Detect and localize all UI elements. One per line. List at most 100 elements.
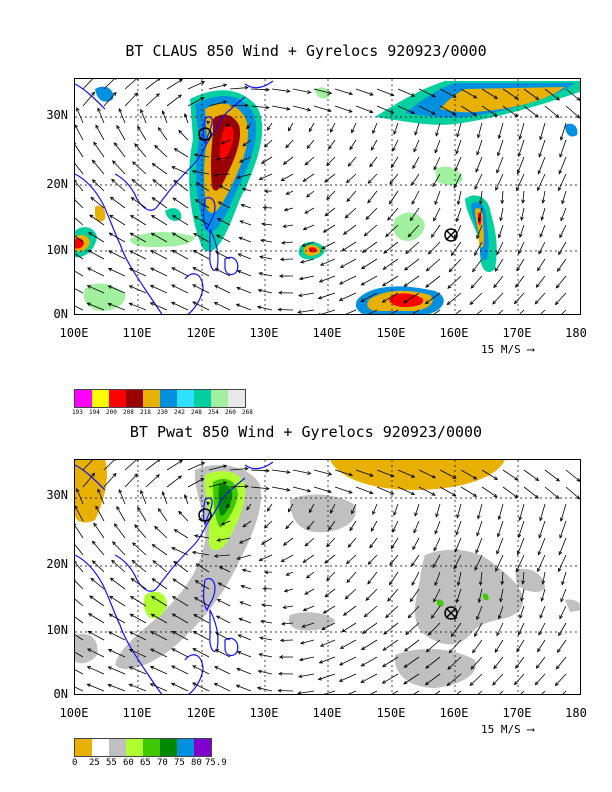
wind-arrow [93,142,105,158]
wind-arrow [558,173,567,191]
wind-arrowhead [86,683,91,688]
wind-arrow [239,601,252,607]
wind-arrow [369,156,378,167]
wind-arrowhead [576,477,580,482]
wind-arrow [281,622,294,625]
wind-arrowhead [514,95,519,100]
wind-arrow [76,107,84,124]
wind-arrow [283,224,294,228]
wind-arrow [221,139,231,145]
wind-arrow [250,469,269,472]
top-lat-label: 30N [46,108,68,122]
wind-arrow [537,173,546,191]
wind-arrowhead [517,631,522,636]
wind-arrow [457,190,462,205]
wind-arrowhead [107,666,112,670]
wind-arrowhead [134,524,139,529]
bottom-lat-label: 0N [53,687,68,701]
wind-arrowhead [516,648,521,653]
wind-arrow [470,275,483,289]
wind-arrow [92,540,105,556]
wind-arrowhead [540,216,545,221]
bottom-lon-label: 170E [502,706,532,720]
wind-arrow [281,173,294,181]
wind-arrow [451,622,462,637]
wind-arrowhead [474,185,478,190]
wind-arrow [541,207,546,221]
wind-arrow [538,520,546,538]
wind-arrowhead [326,543,331,548]
wind-arrowhead [537,170,542,175]
wind-arrow [502,88,519,100]
wind-arrowhead [222,481,228,485]
wind-arrow [522,571,525,584]
wind-arrow [382,656,399,667]
wind-arrow [523,105,539,118]
wind-arrow [481,486,498,498]
wind-arrowhead [469,300,474,306]
wind-arrowhead [222,100,228,104]
wind-arrowhead [302,226,308,231]
wind-arrowhead [534,681,539,686]
wind-arrowhead [75,560,78,563]
wind-arrow [425,292,441,304]
wind-arrowhead [519,614,523,619]
wind-arrow [446,292,462,305]
wind-arrow [330,122,336,133]
wind-arrow [426,639,441,653]
wind-arrowhead [171,665,176,670]
wind-arrow [541,690,546,694]
wind-arrowhead [403,266,409,271]
wind-arrowhead [448,649,453,654]
wind-arrow [479,190,483,205]
wind-arrowhead [193,153,199,157]
wind-arrowhead [278,655,284,659]
colorbar-label: 65 [140,758,151,768]
wind-arrowhead [369,490,374,495]
wind-arrow [193,614,210,624]
wind-arrowhead [470,284,475,289]
wind-arrowhead [195,182,200,187]
wind-arrowhead [556,267,561,272]
wind-arrow [393,503,399,516]
wind-arrowhead [425,267,430,272]
precipitable-water-shading [75,460,580,688]
wind-arrowhead [237,253,242,257]
wind-arrowhead [390,92,395,97]
wind-arrow [472,639,483,653]
wind-arrowhead [244,85,249,90]
wind-arrow [477,503,483,519]
wind-arrowhead [497,134,502,140]
wind-arrowhead [112,160,117,165]
wind-arrowhead [447,284,452,289]
bottom-vector-reference: 15 M/S ⟶ [481,723,534,736]
wind-arrowhead [455,150,459,155]
wind-arrow [258,670,273,675]
wind-arrow [365,588,378,601]
wind-arrowhead [278,290,283,295]
wind-arrowhead [500,199,505,205]
wind-arrowhead [109,214,114,219]
wind-arrow [447,656,462,670]
wind-arrow [217,156,231,160]
wind-arrowhead [411,581,416,586]
wind-arrow [351,503,357,514]
wind-arrow [439,88,457,98]
wind-arrow [494,258,504,272]
wind-arrowhead [367,580,372,585]
wind-arrow [365,207,378,220]
wind-arrow [75,199,84,209]
wind-arrow [364,605,378,618]
colorbar-swatch [109,390,126,407]
wind-arrow [184,494,189,505]
wind-arrow [82,460,94,471]
top-lon-label: 130E [249,326,279,340]
wind-arrow [237,651,252,658]
colorbar-swatch [211,390,228,407]
wind-arrowhead [414,512,418,517]
wind-arrow [118,489,126,505]
wind-arrow [321,622,336,630]
wind-arrow [236,684,252,692]
wind-arrow [116,506,126,522]
wind-arrow [271,105,290,110]
